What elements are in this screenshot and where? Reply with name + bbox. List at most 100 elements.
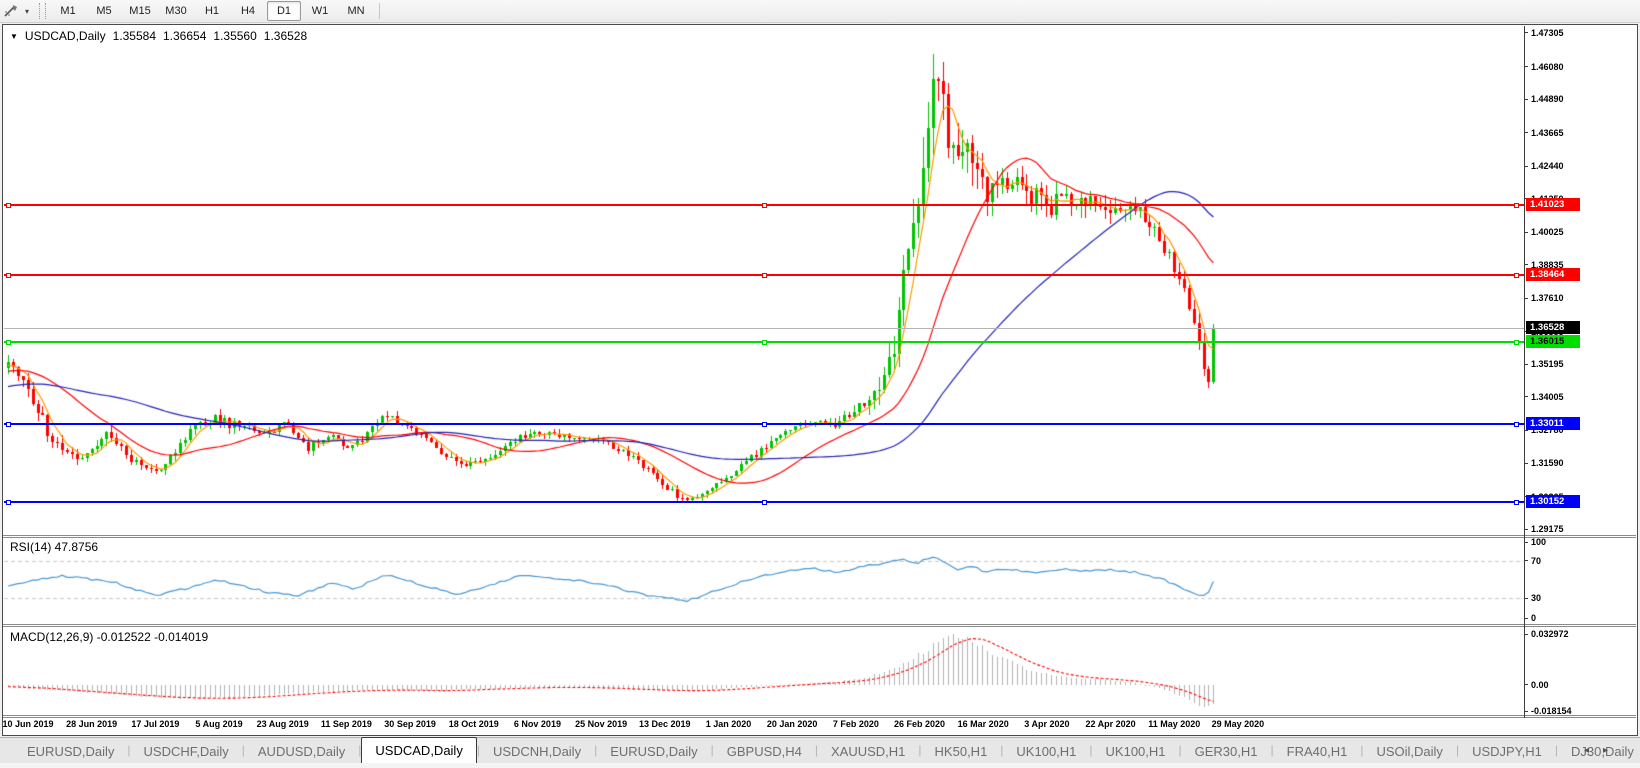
date-tick-0: 10 Jun 2019 xyxy=(2,719,54,729)
date-tick-2: 17 Jul 2019 xyxy=(131,719,180,729)
symbol-tab-usoil-daily[interactable]: USOil,Daily xyxy=(1376,744,1443,759)
main-rsi-splitter[interactable] xyxy=(3,535,1636,538)
symbol-tab-hk50-h1[interactable]: HK50,H1 xyxy=(934,744,988,759)
tab-scroll-right-icon[interactable]: ▸ xyxy=(1602,745,1622,756)
level-handle-1.38464-1[interactable] xyxy=(762,272,767,278)
price-tick-1.47305: 1.47305 xyxy=(1524,28,1564,38)
tab-separator: | xyxy=(358,743,362,757)
level-handle-1.33011-2[interactable] xyxy=(1514,422,1519,428)
macd-label: MACD(12,26,9) -0.012522 -0.014019 xyxy=(10,630,209,644)
date-tick-4: 23 Aug 2019 xyxy=(256,719,309,729)
price-tick-1.46080: 1.46080 xyxy=(1524,62,1564,72)
date-tick-5: 11 Sep 2019 xyxy=(320,719,372,729)
level-handle-1.30152-0[interactable] xyxy=(6,500,11,506)
level-price-label-1.33011: 1.33011 xyxy=(1526,417,1580,431)
tab-separator: | xyxy=(476,743,480,757)
date-tick-1: 28 Jun 2019 xyxy=(66,719,118,729)
rsi-tick-100: 100 xyxy=(1524,537,1546,547)
ohlc-high: 1.36654 xyxy=(163,29,207,43)
symbol-tabs: EURUSD,Daily | USDCHF,Daily | AUDUSD,Daily | U… xyxy=(14,737,1640,763)
macd-dateaxis-splitter xyxy=(3,715,1636,718)
symbol-tab-fra40-h1[interactable]: FRA40,H1 xyxy=(1286,744,1348,759)
date-tick-18: 11 May 2020 xyxy=(1148,719,1201,729)
level-handle-1.36015-0[interactable] xyxy=(6,339,11,345)
symbol-tab-dj30-daily[interactable]: DJ30,Daily xyxy=(1571,744,1634,759)
tab-separator: | xyxy=(127,743,131,757)
date-tick-10: 13 Dec 2019 xyxy=(639,719,691,729)
symbol-tab-gbpusd-h4[interactable]: GBPUSD,H4 xyxy=(726,744,802,759)
rsi-label: RSI(14) 47.8756 xyxy=(10,540,99,554)
symbol-tab-usdchf-daily[interactable]: USDCHF,Daily xyxy=(143,744,229,759)
chart-title: ▼ USDCAD,Daily 1.35584 1.36654 1.35560 1… xyxy=(10,29,307,43)
tab-separator: | xyxy=(1455,743,1460,757)
date-tick-19: 29 May 2020 xyxy=(1211,719,1265,729)
level-handle-1.38464-2[interactable] xyxy=(1514,272,1519,278)
tab-scroll-left-icon[interactable]: ◂ xyxy=(1583,745,1603,756)
level-handle-1.36015-1[interactable] xyxy=(762,339,767,345)
date-tick-6: 30 Sep 2019 xyxy=(384,719,436,729)
date-tick-11: 1 Jan 2020 xyxy=(705,719,752,729)
level-handle-1.33011-1[interactable] xyxy=(762,422,767,428)
price-tick-1.43665: 1.43665 xyxy=(1524,128,1564,138)
collapse-triangle-icon[interactable]: ▼ xyxy=(10,31,18,41)
price-axis-border xyxy=(1524,26,1525,718)
date-tick-9: 25 Nov 2019 xyxy=(575,719,628,729)
symbol-tab-ger30-h1[interactable]: GER30,H1 xyxy=(1194,744,1258,759)
date-tick-8: 6 Nov 2019 xyxy=(513,719,561,729)
symbol-tab-usdcad-daily[interactable]: USDCAD,Daily xyxy=(361,737,477,763)
price-tick-1.31590: 1.31590 xyxy=(1524,458,1564,468)
macd-tick--0.018154: -0.018154 xyxy=(1524,706,1572,716)
tab-separator: | xyxy=(1554,743,1559,757)
tab-separator: | xyxy=(1089,743,1093,757)
price-tick-1.42440: 1.42440 xyxy=(1524,161,1564,171)
tab-separator: | xyxy=(918,743,922,757)
tab-separator: | xyxy=(1360,743,1364,757)
symbol-tabbar: EURUSD,Daily | USDCHF,Daily | AUDUSD,Daily | U… xyxy=(0,737,1640,763)
chart-symbol: USDCAD,Daily xyxy=(24,29,106,43)
date-tick-3: 5 Aug 2019 xyxy=(195,719,243,729)
date-tick-7: 18 Oct 2019 xyxy=(448,719,499,729)
tab-separator: | xyxy=(710,743,714,757)
price-tick-1.37610: 1.37610 xyxy=(1524,293,1564,303)
date-tick-14: 26 Feb 2020 xyxy=(893,719,946,729)
rsi-tick-70: 70 xyxy=(1524,556,1541,566)
level-handle-1.41023-0[interactable] xyxy=(6,202,11,208)
symbol-tab-eurusd-daily[interactable]: EURUSD,Daily xyxy=(27,744,115,759)
price-tick-1.29175: 1.29175 xyxy=(1524,524,1564,534)
level-handle-1.41023-2[interactable] xyxy=(1514,202,1519,208)
macd-tick-0.00: 0.00 xyxy=(1524,680,1549,690)
date-tick-16: 3 Apr 2020 xyxy=(1024,719,1070,729)
symbol-tab-audusd-daily[interactable]: AUDUSD,Daily xyxy=(257,744,346,759)
price-tick-1.32780: 1.32780 xyxy=(1524,425,1564,435)
current-price-line xyxy=(4,328,1524,329)
level-handle-1.41023-1[interactable] xyxy=(762,202,767,208)
symbol-tab-eurusd-daily[interactable]: EURUSD,Daily xyxy=(610,744,698,759)
symbol-tab-uk100-h1[interactable]: UK100,H1 xyxy=(1105,744,1166,759)
level-handle-1.33011-0[interactable] xyxy=(6,422,11,428)
level-price-label-1.41023: 1.41023 xyxy=(1526,197,1580,211)
tab-separator: | xyxy=(1178,743,1182,757)
tab-separator: | xyxy=(814,743,818,757)
tab-separator: | xyxy=(594,743,598,757)
current-price-label: 1.36528 xyxy=(1526,320,1580,334)
level-handle-1.36015-2[interactable] xyxy=(1514,339,1519,345)
level-handle-1.38464-0[interactable] xyxy=(6,272,11,278)
rsi-tick-30: 30 xyxy=(1524,593,1541,603)
level-handle-1.30152-1[interactable] xyxy=(762,500,767,506)
rsi-macd-splitter[interactable] xyxy=(3,624,1636,627)
level-price-label-1.38464: 1.38464 xyxy=(1526,267,1580,281)
date-tick-17: 22 Apr 2020 xyxy=(1085,719,1136,729)
symbol-tab-usdcnh-daily[interactable]: USDCNH,Daily xyxy=(492,744,582,759)
tab-separator: | xyxy=(1000,743,1004,757)
date-tick-15: 16 Mar 2020 xyxy=(957,719,1009,729)
symbol-tab-uk100-h1[interactable]: UK100,H1 xyxy=(1016,744,1077,759)
macd-tick-0.032972: 0.032972 xyxy=(1524,629,1569,639)
ohlc-open: 1.35584 xyxy=(112,29,156,43)
ohlc-low: 1.35560 xyxy=(213,29,257,43)
level-price-label-1.30152: 1.30152 xyxy=(1526,495,1580,509)
symbol-tab-usdjpy-h1[interactable]: USDJPY,H1 xyxy=(1472,744,1542,759)
symbol-tab-xauusd-h1[interactable]: XAUUSD,H1 xyxy=(831,744,906,759)
level-handle-1.30152-2[interactable] xyxy=(1514,500,1519,506)
